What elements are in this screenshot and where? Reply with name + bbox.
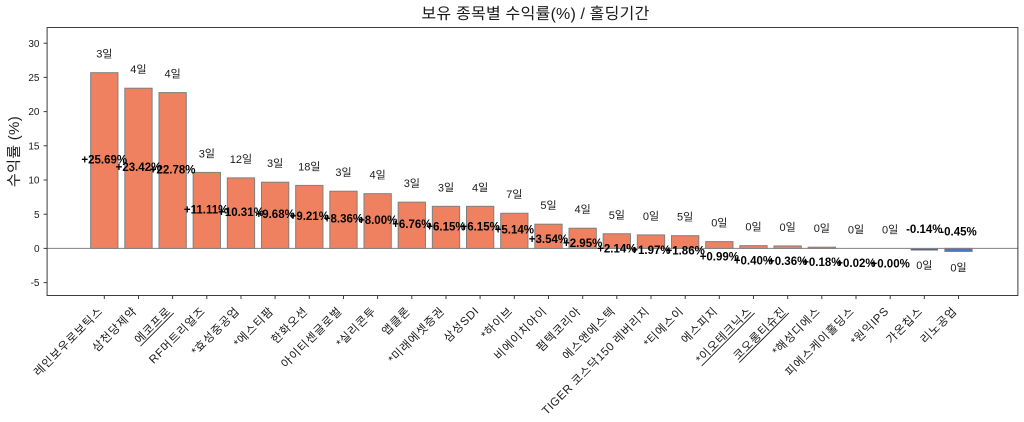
svg-text:+10.31%: +10.31%: [218, 207, 264, 219]
svg-text:+0.18%: +0.18%: [802, 257, 841, 269]
svg-text:+9.21%: +9.21%: [290, 211, 329, 223]
svg-text:15: 15: [28, 141, 40, 152]
svg-text:3: 3: [404, 178, 410, 190]
svg-text:+1.97%: +1.97%: [631, 245, 670, 257]
svg-text:): ): [6, 116, 23, 121]
svg-text:+0.36%: +0.36%: [768, 256, 807, 268]
svg-text:0: 0: [780, 222, 786, 234]
svg-text:4: 4: [472, 182, 478, 194]
svg-text:10: 10: [28, 176, 40, 187]
svg-text:5: 5: [540, 200, 546, 212]
svg-text:3: 3: [199, 148, 205, 160]
svg-text:): ): [571, 6, 576, 23]
svg-text:5: 5: [34, 210, 40, 221]
svg-text:3: 3: [96, 49, 102, 61]
svg-text:+0.40%: +0.40%: [734, 256, 773, 268]
svg-text:4: 4: [370, 170, 376, 182]
svg-text:+0.00%: +0.00%: [871, 258, 910, 270]
svg-text:30: 30: [28, 39, 40, 50]
svg-text:0: 0: [950, 262, 956, 274]
svg-text:5: 5: [609, 210, 615, 222]
svg-text:I: I: [546, 401, 557, 412]
svg-text:0: 0: [34, 244, 40, 255]
svg-text:12: 12: [230, 154, 242, 166]
svg-text:+23.42%: +23.42%: [116, 162, 162, 174]
svg-text:4: 4: [130, 64, 136, 76]
svg-text:+8.36%: +8.36%: [324, 214, 363, 226]
svg-text:0: 0: [916, 260, 922, 272]
svg-text:+9.68%: +9.68%: [256, 209, 295, 221]
svg-text:0: 0: [745, 222, 751, 234]
svg-text:+0.02%: +0.02%: [836, 258, 875, 270]
svg-text:-0.14%: -0.14%: [906, 224, 942, 236]
svg-text:/: /: [581, 6, 586, 23]
svg-text:3: 3: [335, 167, 341, 179]
svg-text:+6.15%: +6.15%: [426, 221, 465, 233]
svg-text:3: 3: [438, 182, 444, 194]
svg-text:+0.99%: +0.99%: [700, 252, 739, 264]
svg-text:25: 25: [28, 73, 40, 84]
svg-text:(: (: [551, 6, 557, 23]
svg-text:4: 4: [165, 69, 171, 81]
svg-text:0: 0: [848, 224, 854, 236]
svg-text:I: I: [869, 317, 880, 328]
svg-text:+5.14%: +5.14%: [495, 225, 534, 237]
svg-text:(: (: [6, 135, 23, 140]
svg-text:-5: -5: [31, 278, 40, 289]
svg-text:+25.69%: +25.69%: [81, 154, 127, 166]
svg-text:+11.11%: +11.11%: [184, 204, 228, 216]
svg-text:+6.15%: +6.15%: [461, 221, 500, 233]
svg-text:+2.14%: +2.14%: [597, 244, 636, 256]
svg-text:+1.86%: +1.86%: [666, 246, 705, 258]
svg-text:+22.78%: +22.78%: [150, 164, 196, 176]
svg-text:+6.76%: +6.76%: [392, 219, 431, 231]
svg-text:7: 7: [506, 189, 512, 201]
svg-text:18: 18: [298, 161, 310, 173]
svg-text:0: 0: [814, 223, 820, 235]
svg-text:I: I: [471, 306, 482, 317]
svg-text:+2.95%: +2.95%: [563, 238, 602, 250]
svg-text:+3.54%: +3.54%: [529, 234, 568, 246]
svg-text:%: %: [556, 6, 570, 23]
svg-text:0: 0: [643, 211, 649, 223]
svg-text:4: 4: [575, 204, 581, 216]
svg-text:5: 5: [677, 212, 683, 224]
svg-text:-0.45%: -0.45%: [940, 226, 976, 238]
svg-text:0: 0: [711, 218, 717, 230]
svg-text:20: 20: [28, 107, 40, 118]
svg-text:+8.00%: +8.00%: [358, 215, 397, 227]
svg-text:3: 3: [267, 158, 273, 170]
svg-text:%: %: [6, 122, 23, 135]
svg-text:0: 0: [882, 224, 888, 236]
